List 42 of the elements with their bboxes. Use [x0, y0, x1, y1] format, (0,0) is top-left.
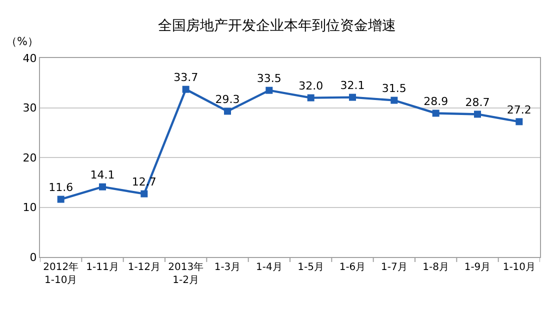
point	[99, 183, 106, 190]
x-tick-label: 1-10月	[502, 262, 536, 273]
x-tick-label: 1-7月	[381, 262, 408, 273]
text: 33.5	[256, 72, 282, 86]
point	[474, 110, 481, 118]
point	[516, 118, 523, 126]
text: 11.6	[48, 181, 74, 194]
x-tick-label: 1-8月	[422, 262, 449, 273]
point	[140, 190, 148, 198]
x-tick-label: 1-9月	[464, 262, 491, 273]
x-tick-label: 1-5月	[298, 262, 324, 273]
point	[57, 196, 64, 203]
point	[182, 86, 190, 93]
chart-title: 全国房地产开发企业本年到位资金增速	[158, 18, 396, 34]
text: 32.0	[298, 80, 324, 93]
text: 31.5	[382, 82, 406, 96]
x-tick-label: 2012年 1-10月	[43, 261, 79, 286]
text: 32.1	[340, 79, 365, 92]
x-tick-label: 1-4月	[256, 262, 282, 273]
y-tick-label: 30	[22, 102, 37, 115]
point	[224, 108, 231, 115]
text: 14.1	[90, 168, 115, 182]
y-tick-label: 0	[30, 250, 37, 264]
point	[307, 94, 314, 102]
y-axis-title: （%）	[6, 35, 38, 48]
point	[266, 86, 273, 94]
x-tick-label: 1-11月	[86, 262, 119, 273]
x-tick-label: 1-6月	[339, 262, 366, 273]
x-tick-label: 1-12月	[128, 262, 161, 273]
text: 27.2	[506, 104, 532, 117]
text: 33.7	[174, 71, 198, 84]
point	[390, 96, 398, 104]
point	[349, 94, 356, 101]
y-tick-label: 20	[22, 151, 37, 164]
text: 28.9	[424, 95, 448, 108]
text: 28.7	[465, 96, 490, 110]
y-tick-label: 10	[22, 201, 37, 214]
point	[432, 110, 440, 117]
x-tick-label: 2013年 1-2月	[168, 261, 204, 286]
text: 29.3	[215, 93, 240, 106]
y-tick-label: 40	[22, 52, 37, 65]
x-tick-label: 1-3月	[214, 262, 241, 273]
